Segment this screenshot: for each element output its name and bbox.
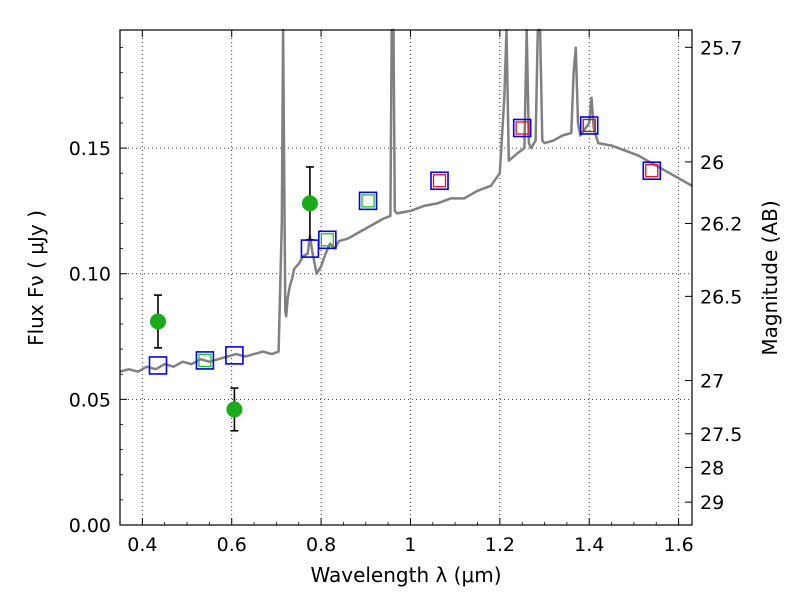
model-square-blue bbox=[430, 171, 449, 191]
model-square-red bbox=[645, 164, 659, 178]
x-tick-label: 0.8 bbox=[306, 534, 336, 556]
right-tick-label: 27.5 bbox=[700, 424, 742, 446]
right-tick-label: 26 bbox=[700, 152, 724, 174]
y-tick-label: 0.15 bbox=[69, 138, 111, 160]
observed-point bbox=[226, 401, 243, 418]
spectrum-layer bbox=[119, 28, 693, 373]
x-tick-label: 0.6 bbox=[217, 534, 247, 556]
right-tick-label: 26.5 bbox=[700, 286, 742, 308]
x-tick-label: 1 bbox=[404, 534, 416, 556]
model-square-red bbox=[432, 174, 447, 188]
right-tick-label: 26.2 bbox=[700, 213, 742, 235]
y-tick-label: 0.10 bbox=[69, 264, 111, 286]
x-tick-label: 1.6 bbox=[663, 534, 693, 556]
plot-frame bbox=[119, 29, 693, 526]
observed-point bbox=[301, 195, 318, 212]
model-square-blue bbox=[642, 161, 662, 181]
marker-layer bbox=[148, 116, 662, 432]
right-axis-label: Magnitude (AB) bbox=[758, 200, 782, 355]
model-square-red bbox=[582, 118, 596, 133]
model-square-blue bbox=[512, 118, 532, 138]
model-square-blue bbox=[358, 191, 378, 211]
model-square-red bbox=[515, 121, 529, 135]
y-axis-label: Flux Fν ( μJy ) bbox=[24, 210, 48, 346]
y-tick-label: 0.05 bbox=[69, 389, 111, 411]
x-tick-label: 1.2 bbox=[485, 534, 515, 556]
model-square-green bbox=[198, 353, 212, 368]
model-square-green bbox=[361, 194, 375, 208]
axis-layer: 0.4 0.6 0.8 1 1.2 1.4 1.6 0.00 0.05 0.10 0.15 25.7 2… bbox=[69, 29, 742, 556]
spectrum-line bbox=[119, 28, 693, 373]
right-tick-label: 29 bbox=[700, 492, 724, 514]
right-tick-label: 28 bbox=[700, 457, 724, 479]
right-tick-label: 27 bbox=[700, 371, 724, 393]
model-square-blue bbox=[195, 351, 215, 370]
observed-point bbox=[149, 313, 166, 330]
grid-layer bbox=[120, 30, 692, 525]
x-axis-label: Wavelength λ (μm) bbox=[310, 563, 501, 587]
right-tick-label: 25.7 bbox=[700, 37, 742, 59]
model-square-blue bbox=[318, 230, 337, 250]
model-square-blue bbox=[225, 346, 244, 365]
x-tick-label: 1.4 bbox=[574, 534, 604, 556]
x-tick-label: 0.4 bbox=[127, 534, 157, 556]
y-tick-label: 0.00 bbox=[69, 515, 111, 537]
model-square-blue bbox=[579, 116, 599, 135]
model-square-blue bbox=[148, 356, 168, 375]
model-square-green bbox=[320, 233, 335, 247]
